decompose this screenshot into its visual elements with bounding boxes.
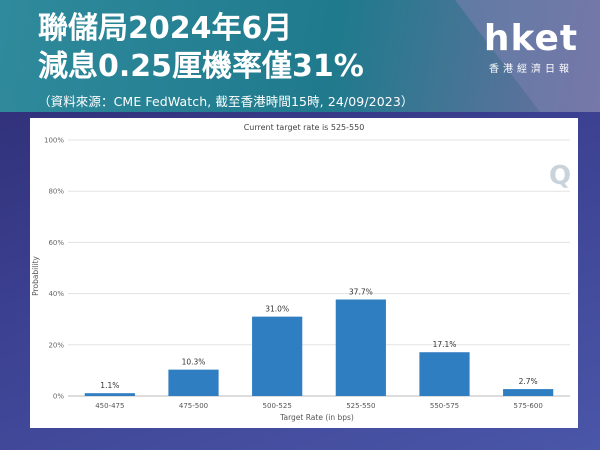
bar-value-label: 10.3%: [182, 358, 206, 367]
source-note: （資料來源：CME FedWatch, 截至香港時間15時, 24/09/202…: [38, 94, 414, 109]
logo-wordmark: hket: [483, 18, 579, 59]
labels: 0% 20% 40% 60% 80% 100% 1.1% 450-475 10.3% 475-50…: [44, 137, 543, 411]
y-tick-label: 40%: [48, 290, 64, 298]
chart-title: Current target rate is 525-550: [244, 123, 365, 132]
headline-line-1: 聯儲局2024年6月: [38, 11, 293, 46]
bar: [252, 316, 303, 396]
headline-line-2: 減息0.25厘機率僅31%: [38, 49, 364, 84]
bar-value-label: 2.7%: [519, 377, 538, 386]
bar-value-label: 37.7%: [349, 287, 373, 296]
y-tick-label: 100%: [44, 137, 64, 145]
x-tick-label: 550-575: [430, 402, 459, 410]
logo-subtitle: 香港經濟日報: [489, 64, 573, 75]
gridlines: [68, 139, 570, 397]
x-tick-label: 450-475: [95, 402, 124, 410]
y-tick-label: 0%: [53, 393, 64, 401]
probability-bar-chart: 0% 20% 40% 60% 80% 100% 1.1% 450-475 10.3% 475-50…: [31, 123, 571, 422]
banner-shape: [455, 0, 600, 112]
bar-value-label: 1.1%: [100, 381, 119, 390]
bar: [84, 393, 135, 396]
bar-value-label: 31.0%: [265, 305, 289, 314]
chart-panel: 0% 20% 40% 60% 80% 100% 1.1% 450-475 10.3% 475-50…: [30, 118, 578, 428]
bar-value-label: 17.1%: [433, 340, 457, 349]
y-axis-label: Probability: [31, 256, 40, 296]
y-tick-label: 20%: [48, 341, 64, 349]
bar: [503, 389, 554, 396]
x-tick-label: 500-525: [263, 402, 292, 410]
watermark-q-icon: Q: [549, 161, 571, 191]
bar: [335, 299, 386, 396]
y-tick-label: 80%: [48, 188, 64, 196]
bar: [419, 352, 470, 396]
hket-logo: hket 香港經濟日報: [472, 18, 590, 76]
bars: [84, 299, 554, 396]
x-tick-label: 575-600: [514, 402, 543, 410]
x-axis-label: Target Rate (in bps): [279, 413, 354, 422]
bar: [168, 369, 219, 396]
headline-title: 聯儲局2024年6月 減息0.25厘機率僅31%: [38, 10, 364, 86]
y-tick-label: 60%: [48, 239, 64, 247]
x-tick-label: 525-550: [346, 402, 375, 410]
x-tick-label: 475-500: [179, 402, 208, 410]
